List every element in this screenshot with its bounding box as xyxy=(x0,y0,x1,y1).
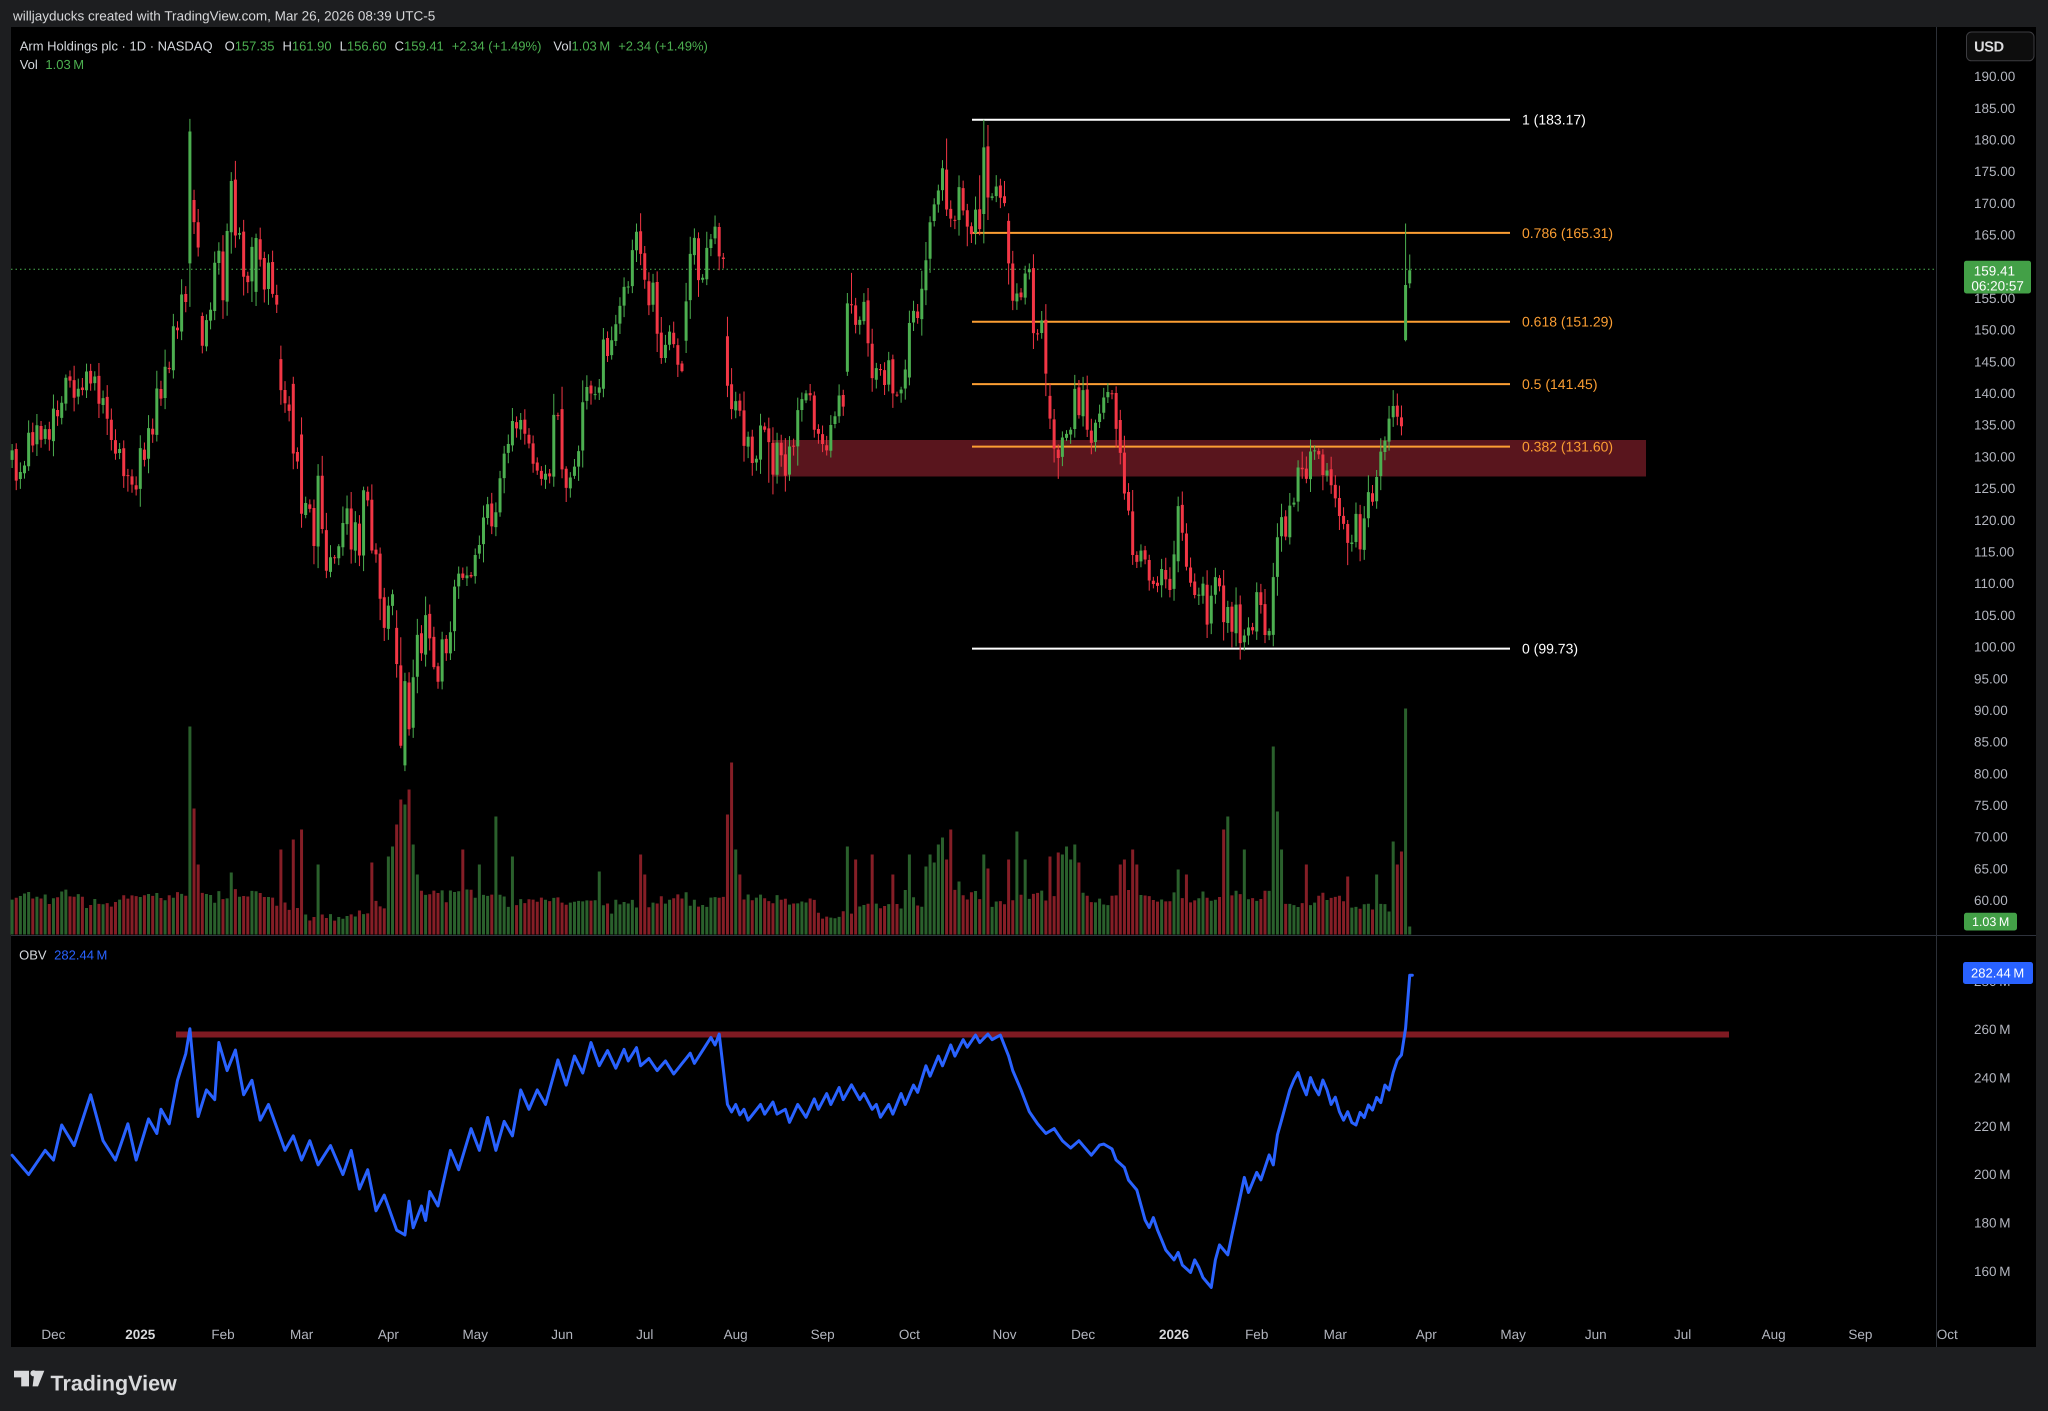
svg-text:Oct: Oct xyxy=(1937,1327,1958,1342)
svg-text:Dec: Dec xyxy=(41,1327,65,1342)
svg-text:175.00: 175.00 xyxy=(1974,164,2015,179)
svg-text:1 (183.17): 1 (183.17) xyxy=(1522,112,1586,128)
svg-text:220 M: 220 M xyxy=(1974,1119,2010,1134)
svg-text:Sep: Sep xyxy=(1848,1327,1872,1342)
svg-text:Jun: Jun xyxy=(551,1327,573,1342)
svg-text:282.44 M: 282.44 M xyxy=(1971,966,2024,981)
svg-text:2026: 2026 xyxy=(1159,1327,1190,1342)
svg-text:185.00: 185.00 xyxy=(1974,101,2015,116)
svg-text:May: May xyxy=(1500,1327,1526,1342)
svg-text:0 (99.73): 0 (99.73) xyxy=(1522,641,1578,657)
svg-text:Vol 1.03 M: Vol 1.03 M xyxy=(20,57,84,72)
svg-text:Arm Holdings plc · 1D · NASDAQ: Arm Holdings plc · 1D · NASDAQ O157.35 H16… xyxy=(20,39,708,54)
svg-text:0.382 (131.60): 0.382 (131.60) xyxy=(1522,439,1613,455)
svg-text:190.00: 190.00 xyxy=(1974,69,2015,84)
svg-text:Sep: Sep xyxy=(811,1327,835,1342)
svg-text:Jun: Jun xyxy=(1585,1327,1607,1342)
svg-text:145.00: 145.00 xyxy=(1974,354,2015,369)
svg-text:140.00: 140.00 xyxy=(1974,386,2015,401)
svg-text:Feb: Feb xyxy=(1245,1327,1268,1342)
svg-text:150.00: 150.00 xyxy=(1974,323,2015,338)
svg-text:85.00: 85.00 xyxy=(1974,735,2008,750)
svg-text:80.00: 80.00 xyxy=(1974,766,2008,781)
svg-text:Feb: Feb xyxy=(211,1327,234,1342)
svg-text:75.00: 75.00 xyxy=(1974,798,2008,813)
svg-text:105.00: 105.00 xyxy=(1974,608,2015,623)
svg-text:Mar: Mar xyxy=(290,1327,314,1342)
svg-text:200 M: 200 M xyxy=(1974,1167,2010,1182)
svg-text:240 M: 240 M xyxy=(1974,1071,2010,1086)
svg-text:0.618 (151.29): 0.618 (151.29) xyxy=(1522,314,1613,330)
svg-text:Aug: Aug xyxy=(1762,1327,1786,1342)
svg-text:TradingView: TradingView xyxy=(51,1372,178,1396)
svg-text:USD: USD xyxy=(1974,40,2004,56)
svg-text:0.786 (165.31): 0.786 (165.31) xyxy=(1522,225,1613,241)
svg-text:260 M: 260 M xyxy=(1974,1022,2010,1037)
svg-text:Nov: Nov xyxy=(992,1327,1016,1342)
svg-text:Jul: Jul xyxy=(1674,1327,1691,1342)
svg-text:125.00: 125.00 xyxy=(1974,481,2015,496)
svg-text:Dec: Dec xyxy=(1071,1327,1095,1342)
svg-text:Oct: Oct xyxy=(899,1327,920,1342)
svg-text:159.41: 159.41 xyxy=(1974,263,2015,278)
svg-text:135.00: 135.00 xyxy=(1974,418,2015,433)
svg-text:60.00: 60.00 xyxy=(1974,893,2008,908)
svg-text:0.5 (141.45): 0.5 (141.45) xyxy=(1522,376,1598,392)
svg-text:Jul: Jul xyxy=(636,1327,653,1342)
svg-text:170.00: 170.00 xyxy=(1974,196,2015,211)
svg-text:165.00: 165.00 xyxy=(1974,228,2015,243)
svg-text:100.00: 100.00 xyxy=(1974,640,2015,655)
svg-text:70.00: 70.00 xyxy=(1974,830,2008,845)
svg-text:90.00: 90.00 xyxy=(1974,703,2008,718)
svg-text:180 M: 180 M xyxy=(1974,1216,2010,1231)
svg-text:95.00: 95.00 xyxy=(1974,671,2008,686)
svg-text:120.00: 120.00 xyxy=(1974,513,2015,528)
svg-text:155.00: 155.00 xyxy=(1974,291,2015,306)
svg-text:Apr: Apr xyxy=(378,1327,400,1342)
svg-text:65.00: 65.00 xyxy=(1974,861,2008,876)
svg-text:Mar: Mar xyxy=(1324,1327,1348,1342)
svg-text:OBV 282.44 M: OBV 282.44 M xyxy=(19,948,107,963)
svg-text:160 M: 160 M xyxy=(1974,1264,2010,1279)
svg-text:1.03 M: 1.03 M xyxy=(1972,915,2009,929)
svg-text:180.00: 180.00 xyxy=(1974,133,2015,148)
svg-text:Apr: Apr xyxy=(1416,1327,1438,1342)
svg-text:2025: 2025 xyxy=(125,1327,156,1342)
svg-text:May: May xyxy=(462,1327,488,1342)
svg-text:115.00: 115.00 xyxy=(1974,545,2014,560)
svg-text:willjayducks created with Trad: willjayducks created with TradingView.co… xyxy=(12,9,435,24)
svg-text:Aug: Aug xyxy=(724,1327,748,1342)
svg-text:130.00: 130.00 xyxy=(1974,449,2015,464)
svg-text:110.00: 110.00 xyxy=(1974,576,2014,591)
svg-text:06:20:57: 06:20:57 xyxy=(1971,278,2024,293)
